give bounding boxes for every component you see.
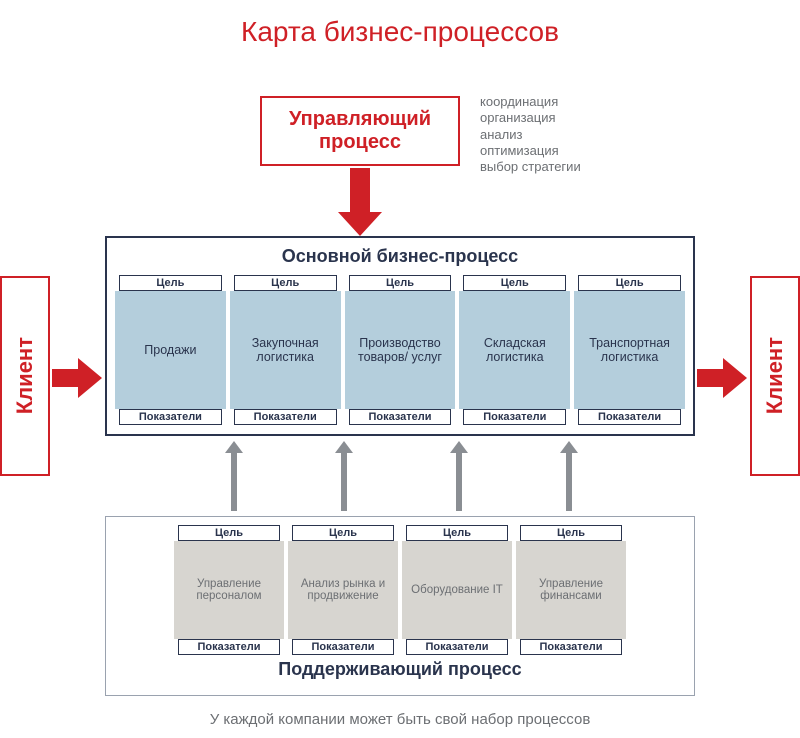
core-block: Транспортная логистика [574,291,685,409]
core-column: ЦельТранспортная логистикаПоказатели [574,275,685,425]
metric-tab: Показатели [578,409,681,425]
mgmt-line2: процесс [262,131,458,154]
core-process-box: Основной бизнес-процесс ЦельПродажиПоказ… [105,236,695,436]
metric-tab: Показатели [292,639,394,655]
arrow-support-to-core [335,441,353,511]
metric-tab: Показатели [119,409,222,425]
support-column: ЦельУправление финансамиПоказатели [516,525,626,655]
arrow-support-to-core [225,441,243,511]
metric-tab: Показатели [520,639,622,655]
mgmt-note: координация [480,94,581,110]
mgmt-note: выбор стратегии [480,159,581,175]
goal-tab: Цель [578,275,681,291]
core-column: ЦельЗакупочная логистикаПоказатели [230,275,341,425]
metric-tab: Показатели [463,409,566,425]
goal-tab: Цель [234,275,337,291]
core-column: ЦельСкладская логистикаПоказатели [459,275,570,425]
goal-tab: Цель [178,525,280,541]
goal-tab: Цель [119,275,222,291]
mgmt-note: анализ [480,127,581,143]
support-title: Поддерживающий процесс [114,659,686,680]
client-right-label: Клиент [762,337,788,414]
arrow-core-to-client [697,358,747,398]
mgmt-line1: Управляющий [262,108,458,131]
goal-tab: Цель [292,525,394,541]
support-block: Анализ рынка и продвижение [288,541,398,639]
core-block: Продажи [115,291,226,409]
client-left-label: Клиент [12,337,38,414]
management-notes: координацияорганизацияанализоптимизацияв… [480,94,581,175]
support-column: ЦельОборудование ITПоказатели [402,525,512,655]
footer-text: У каждой компании может быть свой набор … [210,711,591,728]
support-column: ЦельАнализ рынка и продвижениеПоказатели [288,525,398,655]
core-column: ЦельПродажиПоказатели [115,275,226,425]
goal-tab: Цель [349,275,452,291]
support-column: ЦельУправление персоналомПоказатели [174,525,284,655]
support-block: Управление персоналом [174,541,284,639]
support-columns: ЦельУправление персоналомПоказателиЦельА… [114,525,686,655]
metric-tab: Показатели [406,639,508,655]
core-block: Складская логистика [459,291,570,409]
core-column: ЦельПроизводство товаров/ услугПоказател… [345,275,456,425]
metric-tab: Показатели [178,639,280,655]
management-process-box: Управляющий процесс [260,96,460,166]
mgmt-note: организация [480,110,581,126]
footer-note: У каждой компании может быть свой набор … [0,711,800,728]
goal-tab: Цель [463,275,566,291]
core-block: Производство товаров/ услуг [345,291,456,409]
core-block: Закупочная логистика [230,291,341,409]
support-block: Управление финансами [516,541,626,639]
mgmt-note: оптимизация [480,143,581,159]
metric-tab: Показатели [234,409,337,425]
goal-tab: Цель [520,525,622,541]
support-block: Оборудование IT [402,541,512,639]
arrow-support-to-core [560,441,578,511]
goal-tab: Цель [406,525,508,541]
metric-tab: Показатели [349,409,452,425]
client-left-box: Клиент [0,276,50,476]
core-title: Основной бизнес-процесс [115,246,685,267]
core-columns: ЦельПродажиПоказателиЦельЗакупочная логи… [115,275,685,425]
client-right-box: Клиент [750,276,800,476]
support-process-box: ЦельУправление персоналомПоказателиЦельА… [105,516,695,696]
arrow-support-to-core [450,441,468,511]
arrow-client-to-core [52,358,102,398]
title-text: Карта бизнес-процессов [241,16,559,47]
diagram-title: Карта бизнес-процессов [0,16,800,48]
arrow-mgmt-to-core [350,168,382,236]
